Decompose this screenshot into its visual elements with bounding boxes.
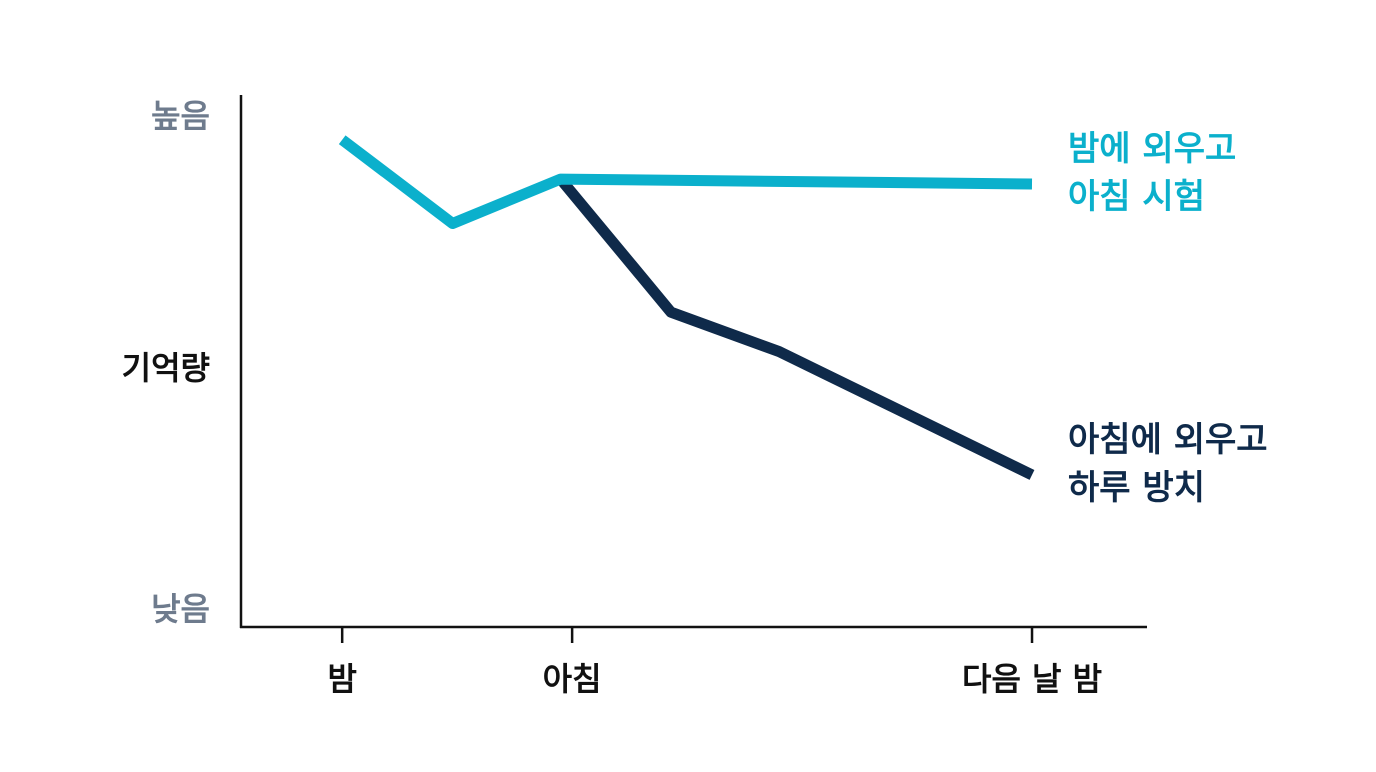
series-line-0 — [338, 135, 1033, 229]
series-label-1-line-1: 하루 방치 — [1068, 468, 1205, 508]
series-label-0-line-1: 아침 시험 — [1068, 177, 1205, 217]
x-ticks: 밤 아침 다음 날 밤 — [327, 627, 1102, 698]
x-tick-label-0: 밤 — [327, 660, 356, 698]
series — [338, 135, 1035, 480]
x-tick-label-2: 다음 날 밤 — [962, 660, 1102, 698]
series-line-1 — [556, 175, 1035, 480]
x-tick-label-1: 아침 — [543, 660, 602, 698]
y-tick-label-1: 낮음 — [151, 590, 210, 628]
y-tick-label-0: 높음 — [151, 97, 210, 135]
series-label-0-line-0: 밤에 외우고 — [1068, 129, 1236, 169]
series-label-1-line-0: 아침에 외우고 — [1068, 420, 1268, 460]
axes — [239, 95, 1147, 629]
y-axis-label: 기억량 — [122, 349, 210, 387]
